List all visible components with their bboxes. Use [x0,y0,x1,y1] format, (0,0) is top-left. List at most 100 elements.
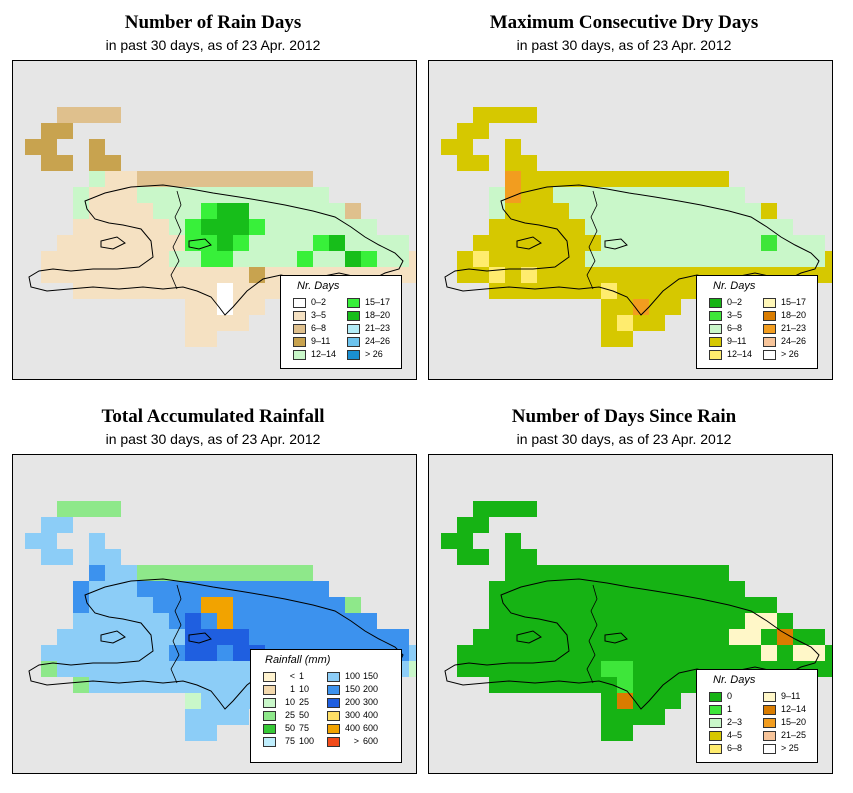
grid-cell [73,501,89,517]
grid-cell [617,299,633,315]
grid-cell [281,613,297,629]
grid-cell [665,283,681,299]
grid-cell [809,629,825,645]
grid-cell [569,283,585,299]
grid-cell [505,171,521,187]
grid-cell [137,661,153,677]
grid-cell [649,597,665,613]
grid-cell [633,251,649,267]
grid-cell [217,219,233,235]
grid-cell [617,613,633,629]
grid-cell [89,203,105,219]
grid-cell [505,283,521,299]
grid-cell [201,581,217,597]
grid-cell [777,251,793,267]
grid-cell [57,549,73,565]
legend-label: 12–14 [781,704,807,714]
grid-cell [553,581,569,597]
grid-cell [505,219,521,235]
legend-swatch [709,692,722,702]
grid-cell [153,597,169,613]
panel-title: Number of Days Since Rain [511,406,737,427]
grid-cell [281,565,297,581]
grid-cell [313,629,329,645]
grid-cell [105,203,121,219]
legend-swatch [327,672,340,682]
grid-cell [729,645,745,661]
grid-cell [169,581,185,597]
grid-cell [537,565,553,581]
legend-range-high: 300 [363,697,379,707]
country-border [170,584,182,684]
legend-label: 0–2 [727,297,743,307]
grid-cell [169,645,185,661]
legend-swatch [763,324,776,334]
grid-cell [313,251,329,267]
grid-cell [249,171,265,187]
grid-cell [137,235,153,251]
grid-cell [585,203,601,219]
island-outline [444,184,820,316]
grid-cell [633,613,649,629]
island-feature [100,630,126,644]
map-days-since-rain: Nr. Days 0 1 2–3 4–5 6–8 9–11 12–14 15–20 21–25 > … [428,454,833,774]
grid-cell [569,613,585,629]
grid-cell [89,581,105,597]
panel-subtitle: in past 30 days, as of 23 Apr. 2012 [516,37,732,53]
grid-cell [57,501,73,517]
legend-label: 3–5 [727,310,743,320]
grid-cell [601,267,617,283]
grid-cell [745,629,761,645]
grid-cell [649,283,665,299]
grid-cell [489,661,505,677]
grid-cell [73,107,89,123]
grid-cell [457,517,473,533]
legend-label: 6–8 [727,743,743,753]
grid-cell [137,251,153,267]
legend-range-low: > [353,736,359,746]
grid-cell [777,235,793,251]
grid-cell [185,203,201,219]
grid-cell [217,315,233,331]
grid-cell [185,693,201,709]
grid-cell [729,219,745,235]
grid-cell [233,581,249,597]
grid-cell [649,581,665,597]
grid-cell [169,677,185,693]
grid-cell [601,661,617,677]
grid-cell [121,203,137,219]
grid-cell [505,565,521,581]
grid-cell [505,661,521,677]
grid-cell [89,235,105,251]
grid-cell [265,565,281,581]
grid-cell [137,565,153,581]
grid-cell [313,613,329,629]
grid-cell [73,629,89,645]
grid-cell [89,613,105,629]
grid-cell [729,235,745,251]
grid-cell [761,203,777,219]
grid-cell [281,581,297,597]
grid-cell [617,187,633,203]
grid-cell [617,597,633,613]
grid-cell [297,203,313,219]
grid-cell [441,533,457,549]
grid-cell [521,219,537,235]
grid-cell [281,251,297,267]
grid-cell [41,155,57,171]
grid-cell [233,677,249,693]
grid-cell [665,661,681,677]
legend-label: 18–20 [365,310,391,320]
grid-cell [633,709,649,725]
grid-cell [569,203,585,219]
grid-cell [505,235,521,251]
legend-swatch [327,685,340,695]
grid-cell [153,565,169,581]
grid-cell [825,661,832,677]
map-rain-days: Nr. Days 0–2 3–5 6–8 9–11 12–14 15–17 18–20 21–2… [12,60,417,380]
grid-cell [185,331,201,347]
grid-cell [649,565,665,581]
grid-cell [153,171,169,187]
panel-title: Total Accumulated Rainfall [101,406,325,427]
grid-cell [137,283,153,299]
